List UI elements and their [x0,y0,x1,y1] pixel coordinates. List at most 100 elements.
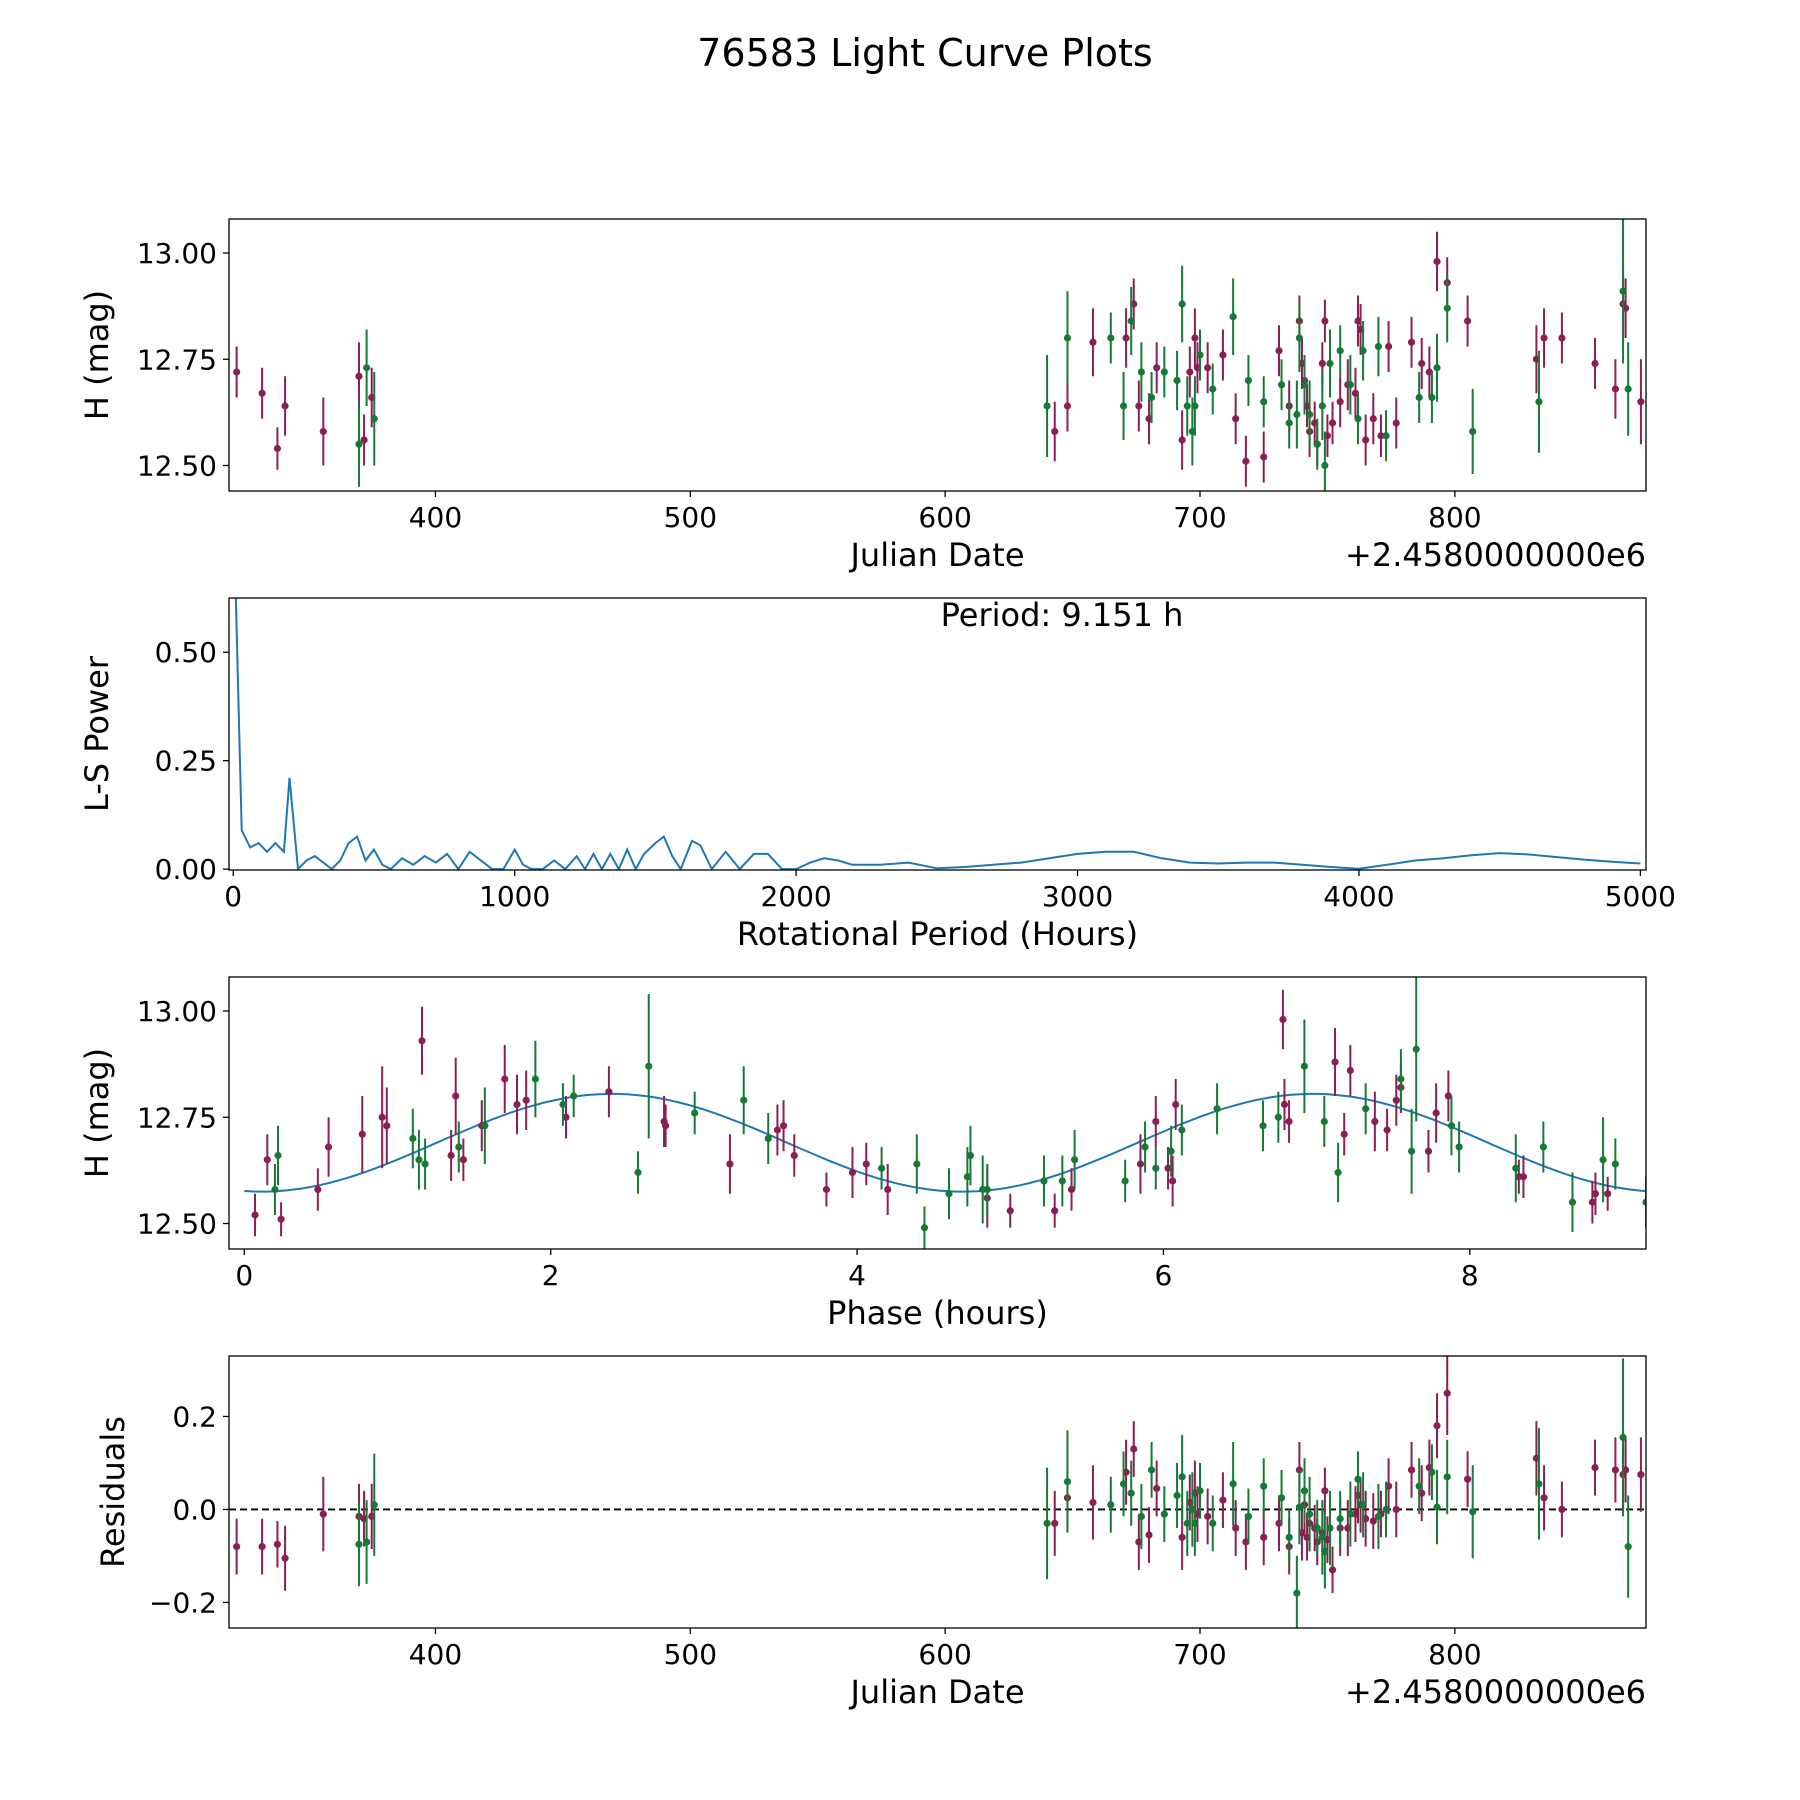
phased-data-point [1040,1177,1048,1185]
lightcurve-data-point [1277,381,1286,389]
lightcurve-data-point [1204,364,1212,372]
residuals-data-point [1145,1531,1153,1539]
phased-data-point [740,1096,748,1104]
lightcurve-data-point [1359,347,1367,355]
phased-y-tick-label: 12.50 [137,1208,217,1241]
phased-data-point [1455,1143,1463,1151]
residuals-data-point [1326,1524,1334,1532]
phased-data-point [1067,1185,1076,1194]
phased-x-tick-label: 6 [1155,1259,1173,1292]
phased-data-point [358,1130,366,1138]
lightcurve-data-point [1415,393,1423,402]
residuals-panel: 400 500 600 700 800 −0.2 0.0 0.2 Julian Date Resi… [94,1355,1647,1711]
phased-data-point [1152,1164,1160,1172]
lightcurve-x-label: Julian Date [848,536,1024,574]
lightcurve-data-point [1377,432,1385,440]
phased-data-point [378,1113,386,1121]
phased-data-point [1599,1156,1607,1164]
lightcurve-y-label: H (mag) [78,290,116,420]
lightcurve-x-tick-label: 400 [409,501,462,534]
residuals-data-point [1089,1498,1097,1507]
lightcurve-data-point [370,415,378,423]
phased-data-point [1280,1100,1289,1109]
phased-data-point [1408,1147,1416,1155]
lightcurve-data-point [1535,398,1543,406]
residuals-data-point [1277,1494,1286,1502]
residuals-data-point [1209,1519,1217,1527]
lightcurve-data-point [1326,359,1334,368]
periodogram-x-tick-label: 5000 [1605,880,1676,913]
residuals-data-point [1063,1477,1072,1486]
phased-data-point [1642,1198,1646,1206]
periodogram-y-tick-label: 0.25 [155,745,217,778]
residuals-data-point [1558,1505,1566,1514]
phased-data-point [1346,1066,1354,1075]
lightcurve-data-point [1318,359,1326,368]
residuals-data-point [1300,1487,1309,1495]
phased-data-point [1213,1105,1221,1113]
phased-data-point [501,1075,509,1083]
residuals-data-point [1260,1482,1268,1490]
phased-data-point [645,1062,653,1070]
phased-panel: 0 2 4 6 8 12.50 12.75 13.00 Phase (hours) H (mag) [78,976,1647,1332]
lightcurve-data [233,219,1645,491]
residuals-data-point [1591,1463,1599,1472]
residuals-data-point [258,1543,266,1551]
lightcurve-data-point [1293,410,1301,419]
lightcurve-x-tick-label: 600 [918,501,971,534]
lightcurve-data-point [363,364,371,372]
lightcurve-data-point [1051,427,1059,436]
phased-data-point [562,1113,570,1121]
residuals-data-point [1321,1487,1329,1495]
phased-x-tick-label: 2 [542,1259,560,1292]
lightcurve-data-point [1147,393,1156,402]
lightcurve-data-point [233,368,241,376]
phased-data-point [1300,1062,1308,1070]
figure-title: 76583 Light Curve Plots [697,31,1152,75]
lightcurve-panel: 400 500 600 700 800 12.50 12.75 13.00 Julian Dat… [78,218,1647,574]
residuals-data-point [1369,1517,1377,1525]
lightcurve-data-point [1433,257,1441,266]
lightcurve-data-point [1063,402,1072,410]
lightcurve-data-point [1443,304,1451,312]
phased-data-point [913,1160,921,1168]
lightcurve-data-point [1153,364,1161,372]
phased-data-point [1167,1147,1175,1155]
lightcurve-data-point [1433,364,1441,372]
periodogram-x-tick-label: 0 [224,880,242,913]
lightcurve-data-point [1318,402,1326,410]
phased-data-point [1279,1015,1287,1024]
lightcurve-data-point [1354,415,1362,423]
residuals-data-point [1191,1519,1199,1527]
residuals-x-label: Julian Date [848,1673,1024,1711]
residuals-data-point [1328,1566,1337,1574]
residuals-x-offset-label: +2.4580000000e6 [1345,1673,1646,1711]
residuals-data-point [1219,1496,1227,1504]
lightcurve-data-point [1178,300,1186,308]
lightcurve-data-point [1183,402,1191,410]
periodogram-annotation: Period: 9.151 h [941,596,1184,634]
lightcurve-data-point [1295,334,1303,342]
residuals-data-point [1407,1466,1416,1474]
lightcurve-data-point [1346,381,1354,389]
lightcurve-data-point [1285,419,1293,427]
lightcurve-data-point [1191,334,1199,342]
phased-data-point [790,1151,798,1160]
lightcurve-y-tick-label: 12.50 [137,450,217,483]
lightcurve-data-point [1186,368,1194,376]
residuals-data-point [1196,1487,1204,1495]
lightcurve-data-point [1369,415,1377,423]
residuals-data-point [363,1538,371,1546]
residuals-x-tick-label: 600 [918,1638,971,1671]
lightcurve-data-point [273,444,282,453]
residuals-x-tick-label: 400 [409,1638,462,1671]
phased-data-point [779,1122,788,1130]
phased-data-point [1512,1164,1520,1172]
phased-data-point [634,1168,642,1177]
lightcurve-data-point [1242,457,1250,465]
residuals-data-point [1469,1508,1477,1516]
lightcurve-data-point [1558,334,1566,342]
periodogram-x-label: Rotational Period (Hours) [737,915,1138,953]
residuals-data-point [1160,1510,1168,1518]
phased-data-point [691,1109,699,1117]
